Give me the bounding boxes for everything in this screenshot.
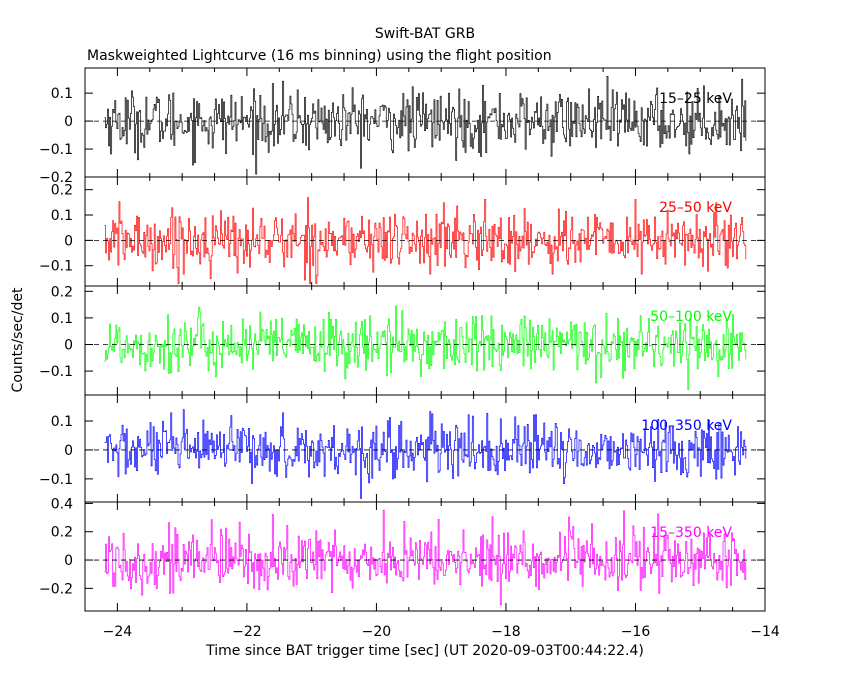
y-tick-label: 0.1 (51, 311, 73, 327)
y-tick-label: 0 (64, 337, 73, 353)
y-tick-label: −0.1 (39, 472, 73, 488)
series-label: 15–25 keV (659, 91, 732, 107)
y-tick-label: −0.1 (39, 259, 73, 275)
series-label: 15–350 keV (650, 525, 732, 541)
series-label: 100–350 keV (641, 418, 732, 434)
y-tick-label: 0.2 (51, 525, 73, 541)
series-line (104, 76, 747, 175)
y-tick-label: 0 (64, 553, 73, 569)
panel-frame (84, 501, 766, 612)
x-tick-label: −18 (491, 624, 521, 640)
y-tick-label: −0.2 (39, 581, 73, 597)
panel-2: −0.1 0 0.1 0.2 25–50 keV (39, 176, 766, 287)
y-tick-label: 0 (64, 233, 73, 249)
series-label: 50–100 keV (650, 309, 732, 325)
y-tick-label: 0.2 (51, 183, 73, 199)
x-axis: −24 −22 −20 −18 −16 −14 (103, 624, 780, 640)
y-tick-label: −0.1 (39, 364, 73, 380)
y-tick-label: 0.1 (51, 86, 73, 102)
y-tick-label: 0.1 (51, 208, 73, 224)
y-axis-label: Counts/sec/det (10, 287, 26, 392)
y-tick-label: 0.1 (51, 414, 73, 430)
x-tick-label: −16 (621, 624, 651, 640)
series-line (104, 409, 747, 499)
panels-group: −0.2 −0.1 0 0.1 15–25 keV −0.1 0 0.1 0.2 25–50 ke… (39, 67, 766, 612)
x-tick-label: −14 (750, 624, 780, 640)
panel-5: −0.2 0 0.2 0.4 15–350 keV (39, 496, 766, 612)
x-tick-label: −24 (103, 624, 133, 640)
x-tick-label: −20 (362, 624, 392, 640)
series-label: 25–50 keV (659, 200, 732, 216)
y-tick-label: 0.2 (51, 284, 73, 300)
series-line (104, 305, 747, 391)
panel-4: −0.1 0 0.1 100–350 keV (39, 394, 766, 503)
y-tick-label: 0 (64, 114, 73, 130)
chart-title: Swift-BAT GRB (375, 26, 475, 42)
y-tick-label: −0.2 (39, 170, 73, 186)
panel-3: −0.1 0 0.1 0.2 50–100 keV (39, 284, 766, 396)
x-tick-label: −22 (232, 624, 262, 640)
y-tick-label: −0.1 (39, 142, 73, 158)
y-tick-label: 0 (64, 443, 73, 459)
x-axis-label: Time since BAT trigger time [sec] (UT 20… (205, 643, 644, 659)
series-line (104, 197, 747, 284)
chart-subtitle: Maskweighted Lightcurve (16 ms binning) … (87, 48, 552, 64)
series-line (104, 509, 747, 606)
y-tick-label: 0.4 (51, 496, 73, 512)
panel-1: −0.2 −0.1 0 0.1 15–25 keV (39, 67, 766, 186)
